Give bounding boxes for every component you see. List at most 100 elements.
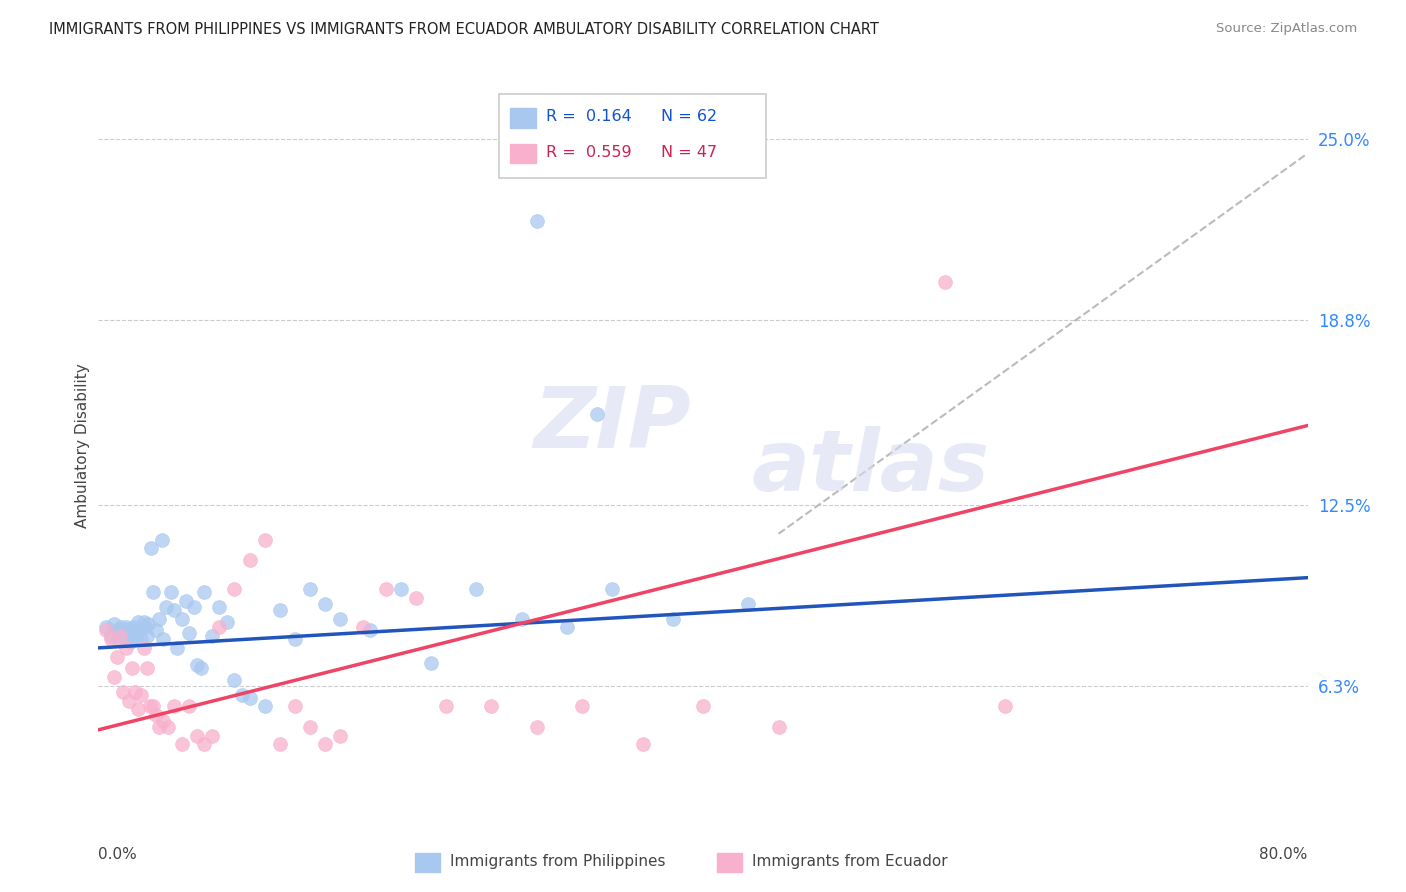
Text: R =  0.164: R = 0.164 — [546, 110, 631, 124]
Point — [105, 649, 128, 664]
Point — [602, 582, 624, 597]
Point — [768, 720, 790, 734]
Point — [170, 738, 193, 752]
Point — [186, 658, 208, 673]
Point — [526, 213, 548, 227]
Text: 80.0%: 80.0% — [1260, 847, 1308, 862]
Point — [156, 720, 179, 734]
Point — [139, 699, 162, 714]
Point — [127, 702, 149, 716]
Point — [571, 699, 593, 714]
Point — [329, 612, 352, 626]
Point — [112, 629, 135, 643]
Text: Immigrants from Ecuador: Immigrants from Ecuador — [752, 855, 948, 869]
Point — [179, 699, 201, 714]
Point — [314, 738, 336, 752]
Point — [136, 617, 159, 632]
Point — [100, 629, 122, 643]
Point — [118, 693, 141, 707]
Point — [125, 629, 148, 643]
Point — [152, 632, 174, 646]
Point — [152, 714, 174, 728]
Text: ZIP: ZIP — [534, 383, 692, 466]
Point — [121, 661, 143, 675]
Point — [128, 624, 150, 638]
Point — [661, 612, 683, 626]
Point — [105, 624, 128, 638]
Point — [110, 620, 132, 634]
Point — [934, 275, 956, 289]
Point — [208, 620, 231, 634]
Point — [135, 629, 157, 643]
Point — [129, 688, 152, 702]
Point — [163, 699, 186, 714]
Point — [239, 553, 262, 567]
Point — [174, 594, 197, 608]
Text: Source: ZipAtlas.com: Source: ZipAtlas.com — [1216, 22, 1357, 36]
Point — [193, 585, 215, 599]
Point — [132, 640, 155, 655]
Point — [114, 620, 136, 634]
Point — [314, 597, 336, 611]
Point — [129, 632, 152, 646]
Point — [284, 632, 307, 646]
Point — [122, 620, 145, 634]
Point — [120, 635, 142, 649]
Point — [179, 626, 201, 640]
Point — [352, 620, 374, 634]
Point — [141, 541, 163, 556]
Point — [374, 582, 396, 597]
Point — [103, 617, 125, 632]
Point — [135, 661, 157, 675]
Point — [111, 685, 134, 699]
Point — [108, 629, 131, 643]
Point — [166, 640, 188, 655]
Point — [465, 582, 488, 597]
Point — [94, 624, 117, 638]
Point — [253, 699, 276, 714]
Point — [100, 632, 122, 646]
Text: N = 62: N = 62 — [661, 110, 717, 124]
Point — [183, 599, 205, 614]
Point — [231, 688, 253, 702]
Point — [94, 620, 117, 634]
Point — [145, 624, 167, 638]
Point — [190, 661, 212, 675]
Point — [107, 632, 129, 646]
Point — [145, 708, 167, 723]
Point — [132, 615, 155, 629]
Point — [115, 632, 138, 646]
Point — [215, 615, 238, 629]
Point — [127, 615, 149, 629]
Point — [389, 582, 412, 597]
Point — [148, 612, 170, 626]
Point — [224, 673, 246, 687]
Point — [269, 603, 291, 617]
Point — [201, 629, 224, 643]
Point — [124, 685, 146, 699]
Point — [481, 699, 503, 714]
Point — [208, 599, 231, 614]
Point — [121, 629, 143, 643]
Point — [118, 624, 141, 638]
Point — [103, 670, 125, 684]
Point — [360, 624, 382, 638]
Text: atlas: atlas — [751, 426, 990, 509]
Point — [737, 597, 759, 611]
Point — [299, 720, 322, 734]
Point — [160, 585, 183, 599]
Point — [420, 656, 443, 670]
Point — [134, 620, 156, 634]
Text: Immigrants from Philippines: Immigrants from Philippines — [450, 855, 665, 869]
Point — [163, 603, 186, 617]
Point — [631, 738, 654, 752]
Point — [150, 533, 173, 547]
Point — [148, 720, 170, 734]
Point — [994, 699, 1017, 714]
Point — [253, 533, 276, 547]
Point — [269, 738, 291, 752]
Point — [193, 738, 215, 752]
Text: R =  0.559: R = 0.559 — [546, 145, 631, 160]
Point — [692, 699, 714, 714]
Point — [299, 582, 322, 597]
